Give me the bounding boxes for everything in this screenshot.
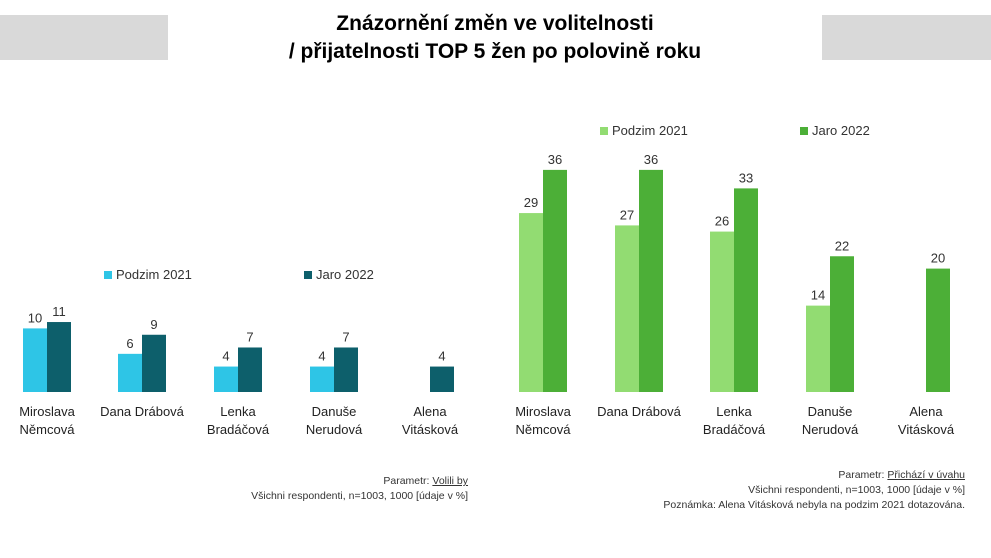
legend-label-right-1: Jaro 2022 <box>812 123 870 138</box>
category-label-right-2: Lenka Bradáčová <box>703 404 766 437</box>
category-label-line-right-0-1: Němcová <box>516 422 572 437</box>
legend-label-left-1: Jaro 2022 <box>316 267 374 282</box>
category-label-left-3: Danuše Nerudová <box>306 404 363 437</box>
header-gray-block-right <box>822 15 991 60</box>
category-label-line-left-3-0: Danuše <box>312 404 357 419</box>
data-label-right-1-1: 36 <box>644 152 658 167</box>
bar-right-0-1 <box>615 225 639 392</box>
category-label-line-right-3-0: Danuše <box>808 404 853 419</box>
bar-left-1-3 <box>334 347 358 392</box>
data-label-left-1-4: 4 <box>438 349 445 364</box>
bar-left-0-1 <box>118 353 142 392</box>
bar-right-1-2 <box>734 188 758 392</box>
category-label-line-right-2-1: Bradáčová <box>703 422 766 437</box>
bar-right-1-4 <box>926 268 950 392</box>
data-label-left-0-0: 10 <box>28 310 42 325</box>
category-label-right-4: Alena Vitásková <box>898 404 955 437</box>
category-label-left-2: Lenka Bradáčová <box>207 404 270 437</box>
note-left: Parametr: Volili by Všichni respondenti,… <box>251 474 468 504</box>
data-label-right-0-3: 14 <box>811 288 825 303</box>
header-gray-block-left <box>0 15 168 60</box>
category-label-line-left-2-0: Lenka <box>220 404 256 419</box>
category-label-left-0: Miroslava Němcová <box>19 404 75 437</box>
data-label-left-1-0: 11 <box>52 304 66 319</box>
category-label-line-left-0-0: Miroslava <box>19 404 75 419</box>
title-line-1: Znázornění změn ve volitelnosti <box>336 12 654 35</box>
bar-left-1-4 <box>430 366 454 392</box>
data-label-right-1-4: 20 <box>931 251 945 266</box>
legend-swatch-right-0 <box>600 127 608 135</box>
bar-right-0-2 <box>710 231 734 392</box>
data-label-left-1-1: 9 <box>150 317 157 332</box>
category-label-line-right-2-0: Lenka <box>716 404 752 419</box>
note-right-param-value: Přichází v úvahu <box>887 469 965 481</box>
category-label-line-right-0-0: Miroslava <box>515 404 571 419</box>
data-label-right-0-1: 27 <box>620 207 634 222</box>
note-right-param-prefix: Parametr: <box>838 469 888 481</box>
bar-left-1-0 <box>47 322 71 392</box>
legend-swatch-left-0 <box>104 271 112 279</box>
data-label-right-0-2: 26 <box>715 214 729 229</box>
note-left-respondents: Všichni respondenti, n=1003, 1000 [údaje… <box>251 490 468 502</box>
category-label-line-right-4-0: Alena <box>909 404 943 419</box>
page-title: Znázornění změn ve volitelnosti / přijat… <box>170 10 820 66</box>
bar-left-0-2 <box>214 366 238 392</box>
note-left-param-prefix: Parametr: <box>383 475 433 487</box>
data-label-right-0-0: 29 <box>524 195 538 210</box>
category-label-line-left-4-1: Vitásková <box>402 422 459 437</box>
bar-left-1-2 <box>238 347 262 392</box>
category-label-left-1: Dana Drábová <box>100 404 185 419</box>
note-right-respondents: Všichni respondenti, n=1003, 1000 [údaje… <box>748 484 965 496</box>
data-label-right-1-3: 22 <box>835 238 849 253</box>
data-label-left-1-3: 7 <box>342 329 349 344</box>
legend-label-right-0: Podzim 2021 <box>612 123 688 138</box>
data-label-left-0-3: 4 <box>318 349 325 364</box>
legend-swatch-left-1 <box>304 271 312 279</box>
data-label-left-0-1: 6 <box>126 336 133 351</box>
category-label-line-left-2-1: Bradáčová <box>207 422 270 437</box>
category-label-right-0: Miroslava Němcová <box>515 404 571 437</box>
category-label-line-left-0-1: Němcová <box>20 422 76 437</box>
bar-right-0-3 <box>806 305 830 392</box>
data-label-left-0-2: 4 <box>222 349 229 364</box>
category-label-line-left-4-0: Alena <box>413 404 447 419</box>
data-label-right-1-0: 36 <box>548 152 562 167</box>
category-label-line-right-4-1: Vitásková <box>898 422 955 437</box>
note-right: Parametr: Přichází v úvahu Všichni respo… <box>663 468 965 513</box>
bar-left-0-3 <box>310 366 334 392</box>
bar-right-1-3 <box>830 256 854 392</box>
data-label-right-1-2: 33 <box>739 170 753 185</box>
category-label-line-left-3-1: Nerudová <box>306 422 363 437</box>
bar-right-1-1 <box>639 169 663 392</box>
category-label-right-1: Dana Drábová <box>597 404 682 419</box>
category-label-right-3: Danuše Nerudová <box>802 404 859 437</box>
bar-right-1-0 <box>543 169 567 392</box>
bar-left-1-1 <box>142 334 166 392</box>
note-left-param-value: Volili by <box>432 475 468 487</box>
title-line-2: / přijatelnosti TOP 5 žen po polovině ro… <box>288 40 702 63</box>
bar-right-0-0 <box>519 213 543 392</box>
category-label-left-4: Alena Vitásková <box>402 404 459 437</box>
legend-swatch-right-1 <box>800 127 808 135</box>
data-label-left-1-2: 7 <box>246 329 253 344</box>
note-right-remark: Poznámka: Alena Vitásková nebyla na podz… <box>663 499 965 511</box>
category-label-line-right-1-0: Dana Drábová <box>597 404 682 419</box>
category-label-line-left-1-0: Dana Drábová <box>100 404 185 419</box>
bar-left-0-0 <box>23 328 47 392</box>
category-label-line-right-3-1: Nerudová <box>802 422 859 437</box>
legend-label-left-0: Podzim 2021 <box>116 267 192 282</box>
